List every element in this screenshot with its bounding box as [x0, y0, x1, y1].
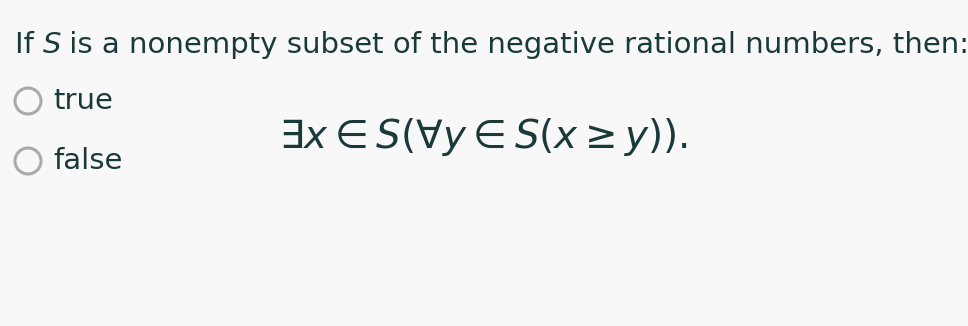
- Text: false: false: [53, 147, 122, 175]
- Text: $\mathit{S}$: $\mathit{S}$: [42, 31, 62, 59]
- Text: If: If: [15, 31, 44, 59]
- Text: $\exists x \in S(\forall y \in S(x \geq y)).$: $\exists x \in S(\forall y \in S(x \geq …: [280, 116, 688, 158]
- Text: is a nonempty subset of the negative rational numbers, then:: is a nonempty subset of the negative rat…: [60, 31, 968, 59]
- Text: true: true: [53, 87, 113, 115]
